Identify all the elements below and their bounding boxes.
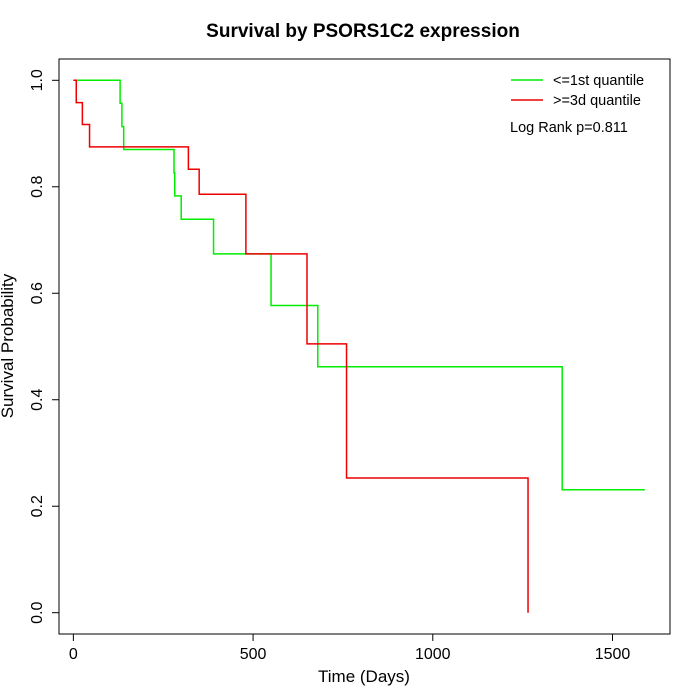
log-rank-annotation: Log Rank p=0.811 — [510, 120, 628, 136]
series-layer — [73, 79, 645, 613]
x-axis-label: Time (Days) — [318, 667, 410, 686]
x-axis: 0 500 1000 1500 — [69, 633, 631, 663]
chart-title: Survival by PSORS1C2 expression — [206, 21, 520, 42]
survival-curve-series-1 — [73, 79, 645, 491]
y-tick-label: 0.4 — [29, 389, 46, 411]
x-tick-label: 500 — [240, 646, 267, 663]
survival-curve-series-2 — [73, 79, 529, 613]
y-axis: 0.0 0.2 0.4 0.6 0.8 1.0 — [29, 69, 60, 624]
x-tick-label: 1500 — [595, 646, 631, 663]
plot-frame — [58, 58, 671, 635]
legend: <=1st quantile >=3d quantile — [511, 73, 644, 109]
legend-label-1: <=1st quantile — [553, 73, 644, 89]
y-tick-label: 0.8 — [29, 176, 46, 198]
x-tick-label: 0 — [69, 646, 78, 663]
y-tick-label: 0.2 — [29, 495, 46, 517]
y-axis-label: Survival Probability — [0, 273, 17, 418]
x-tick-label: 1000 — [415, 646, 451, 663]
legend-label-2: >=3d quantile — [553, 93, 641, 109]
y-tick-label: 0.6 — [29, 282, 46, 304]
y-tick-label: 1.0 — [29, 69, 46, 91]
y-tick-label: 0.0 — [29, 601, 46, 623]
